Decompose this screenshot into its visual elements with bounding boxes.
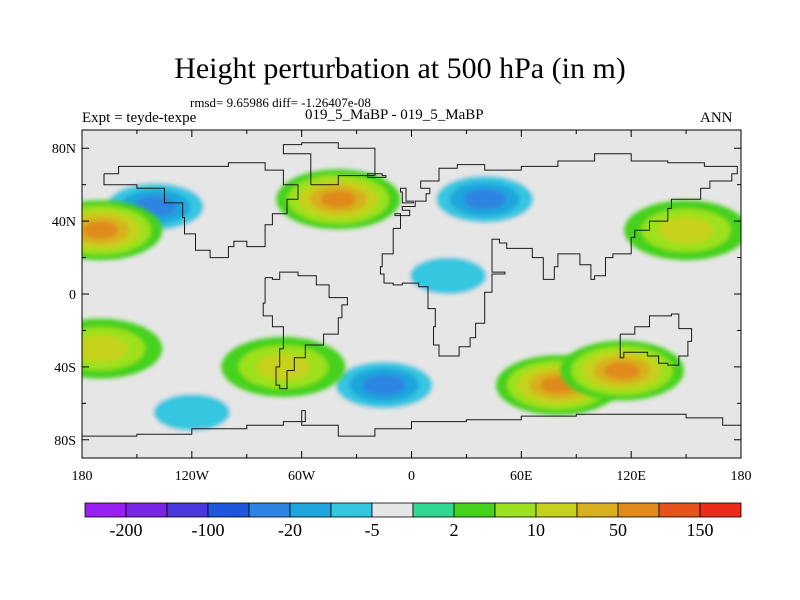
contour-band bbox=[463, 188, 507, 210]
colorbar-box bbox=[248, 502, 291, 518]
contour-band bbox=[82, 221, 119, 239]
y-tick-label: 80S bbox=[54, 434, 76, 449]
x-tick-label: 120W bbox=[175, 469, 210, 484]
coastline bbox=[262, 271, 348, 390]
colorbar-box bbox=[453, 502, 496, 518]
colorbar-box bbox=[371, 502, 414, 518]
colorbar-box bbox=[494, 502, 537, 518]
coastline bbox=[400, 187, 414, 204]
field-anomaly bbox=[82, 318, 163, 379]
colorbar-label: 50 bbox=[609, 520, 627, 540]
colorbar-box bbox=[658, 502, 701, 518]
contour-band bbox=[82, 335, 128, 362]
colorbar-box bbox=[576, 502, 619, 518]
field-anomaly bbox=[82, 200, 163, 261]
contour-band bbox=[320, 190, 356, 208]
x-tick-label: 180 bbox=[731, 469, 752, 484]
chart-title: Height perturbation at 500 hPa (in m) bbox=[174, 52, 626, 85]
season-label: ANN bbox=[700, 110, 733, 126]
coastline bbox=[367, 173, 387, 178]
field-anomaly bbox=[386, 245, 511, 306]
stats-text: rmsd= 9.65986 diff= -1.26407e-08 bbox=[190, 95, 371, 110]
field-anomaly bbox=[276, 169, 401, 230]
field-anomaly bbox=[624, 200, 741, 261]
colorbar-box bbox=[166, 502, 209, 518]
colorbar-label: -100 bbox=[192, 520, 225, 540]
x-tick-label: 0 bbox=[408, 469, 415, 484]
colorbar-box bbox=[289, 502, 332, 518]
colorbar-box bbox=[535, 502, 578, 518]
contour-band bbox=[362, 374, 406, 396]
colorbar-box bbox=[125, 502, 168, 518]
x-tick-label: 180 bbox=[72, 469, 93, 484]
x-tick-label: 60E bbox=[510, 469, 533, 484]
contour-band bbox=[255, 353, 311, 381]
y-tick-label: 0 bbox=[69, 288, 76, 303]
contour-band bbox=[409, 257, 487, 295]
experiment-label: Expt = teyde-texpe bbox=[82, 110, 197, 126]
field-anomaly bbox=[560, 340, 685, 401]
y-tick-label: 40S bbox=[54, 361, 76, 376]
coastline bbox=[103, 162, 299, 259]
coastline bbox=[282, 142, 376, 186]
colorbar-box bbox=[412, 502, 455, 518]
colorbar-box bbox=[330, 502, 373, 518]
colorbar-label: -5 bbox=[365, 520, 380, 540]
coastlines bbox=[82, 142, 741, 437]
x-tick-label: 120E bbox=[616, 469, 646, 484]
x-tick-label: 60W bbox=[288, 469, 316, 484]
chart-subtitle: 019_5_MaBP - 019_5_MaBP bbox=[305, 107, 484, 123]
y-tick-label: 80N bbox=[52, 142, 76, 157]
colorbar-box bbox=[207, 502, 250, 518]
coastline bbox=[619, 313, 693, 366]
colorbar-label: 10 bbox=[527, 520, 545, 540]
y-tick-label: 40N bbox=[52, 215, 76, 230]
colorbar-box bbox=[84, 502, 127, 518]
colorbar-label: 150 bbox=[687, 520, 714, 540]
colorbar-label: 2 bbox=[450, 520, 459, 540]
field-anomaly bbox=[422, 169, 547, 230]
colorbar-box bbox=[699, 502, 742, 518]
contour-band bbox=[604, 361, 640, 380]
colorbar-label: -200 bbox=[110, 520, 143, 540]
colorbar-label: -20 bbox=[278, 520, 302, 540]
colorbar: -200 -100 -20 -5 2 10 50 150 bbox=[84, 502, 742, 540]
coastline bbox=[379, 153, 738, 357]
contour-band bbox=[153, 393, 230, 431]
coastline bbox=[82, 410, 741, 437]
colorbar-box bbox=[617, 502, 660, 518]
contour-band bbox=[658, 216, 714, 244]
field-anomaly bbox=[129, 382, 254, 443]
contour-field bbox=[82, 169, 741, 443]
field-anomaly bbox=[322, 355, 447, 416]
